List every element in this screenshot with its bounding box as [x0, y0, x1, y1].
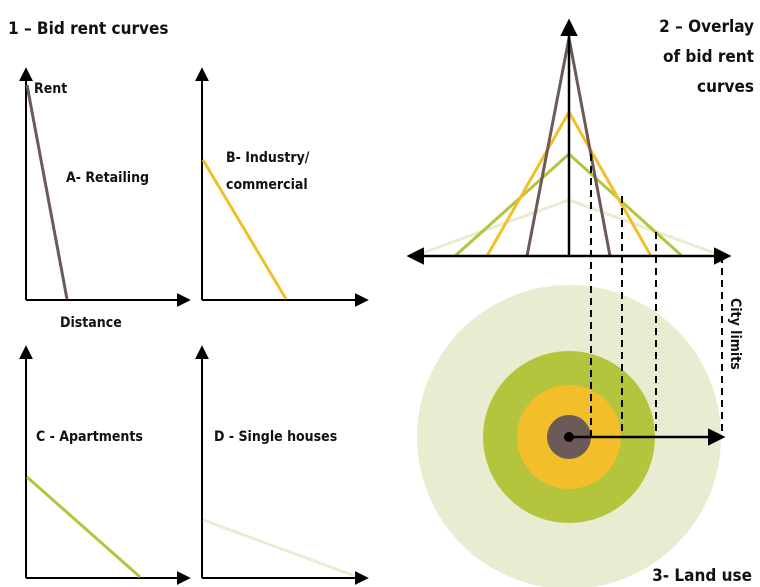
distance-axis-label: Distance — [60, 315, 122, 331]
panel-c-apartments: C - Apartments — [19, 345, 191, 585]
panel-b-label-line2: commercial — [226, 177, 308, 193]
panel-b-label-line1: B- Industry/ — [226, 150, 310, 166]
panel-d-single-houses: D - Single houses — [195, 345, 369, 585]
panel-c-apartments-curve — [26, 475, 141, 579]
city-limits-label: City limits — [727, 298, 743, 370]
panel-c-label: C - Apartments — [36, 429, 143, 445]
rent-axis-label: Rent — [34, 81, 67, 97]
section1-title: 1 – Bid rent curves — [8, 19, 169, 39]
section2-title-line2: of bid rent — [663, 47, 754, 67]
section2-title-line3: curves — [697, 77, 754, 97]
projection-lines — [590, 154, 723, 437]
section3-title: 3- Land use — [652, 566, 752, 586]
panel-b-industry-curve — [201, 159, 288, 300]
panel-a-label: A- Retailing — [66, 170, 149, 186]
overlay-chart — [406, 18, 732, 265]
panel-a-retailing-curve — [25, 84, 69, 300]
panel-a-retailing: Rent A- Retailing Distance — [19, 67, 191, 331]
section2-title-line1: 2 – Overlay — [659, 17, 754, 37]
panel-d-label: D - Single houses — [214, 429, 337, 445]
land-use-rings — [417, 285, 726, 587]
panel-d-single-houses-curve — [202, 518, 356, 578]
panel-b-industry: B- Industry/ commercial — [195, 67, 369, 307]
